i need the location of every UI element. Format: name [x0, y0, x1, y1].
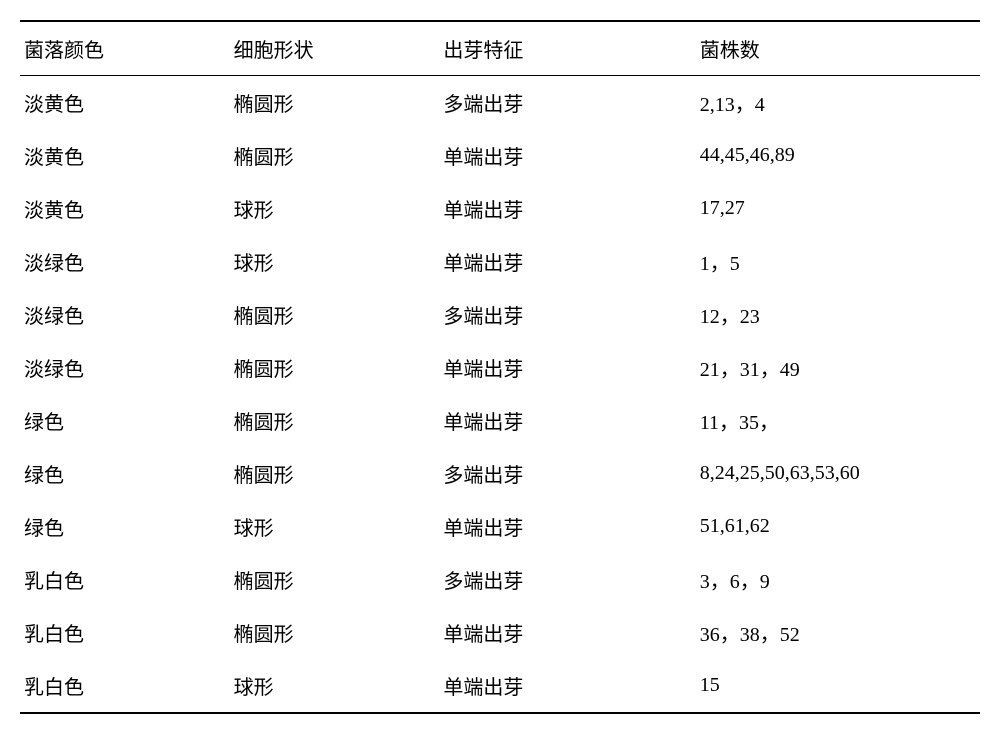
cell: 单端出芽 [439, 394, 695, 447]
cell: 8,24,25,50,63,53,60 [696, 447, 980, 500]
cell: 球形 [230, 235, 440, 288]
cell: 乳白色 [20, 659, 230, 713]
cell: 淡绿色 [20, 341, 230, 394]
cell: 单端出芽 [439, 606, 695, 659]
data-table: 菌落颜色 细胞形状 出芽特征 菌株数 淡黄色 椭圆形 多端出芽 2,13，4 淡… [20, 20, 980, 714]
cell: 多端出芽 [439, 553, 695, 606]
cell: 单端出芽 [439, 659, 695, 713]
cell: 15 [696, 659, 980, 713]
cell: 1，5 [696, 235, 980, 288]
table-row: 绿色 椭圆形 单端出芽 11，35， [20, 394, 980, 447]
cell: 绿色 [20, 394, 230, 447]
table-row: 绿色 椭圆形 多端出芽 8,24,25,50,63,53,60 [20, 447, 980, 500]
cell: 椭圆形 [230, 129, 440, 182]
cell: 椭圆形 [230, 606, 440, 659]
cell: 单端出芽 [439, 341, 695, 394]
cell: 多端出芽 [439, 76, 695, 130]
cell: 51,61,62 [696, 500, 980, 553]
cell: 淡黄色 [20, 129, 230, 182]
col-header-budding: 出芽特征 [439, 21, 695, 76]
cell: 3，6，9 [696, 553, 980, 606]
table-row: 淡黄色 椭圆形 单端出芽 44,45,46,89 [20, 129, 980, 182]
col-header-shape: 细胞形状 [230, 21, 440, 76]
table-row: 乳白色 椭圆形 多端出芽 3，6，9 [20, 553, 980, 606]
cell: 单端出芽 [439, 235, 695, 288]
cell: 球形 [230, 182, 440, 235]
table-header-row: 菌落颜色 细胞形状 出芽特征 菌株数 [20, 21, 980, 76]
cell: 36，38，52 [696, 606, 980, 659]
cell: 乳白色 [20, 553, 230, 606]
cell: 球形 [230, 659, 440, 713]
table-row: 绿色 球形 单端出芽 51,61,62 [20, 500, 980, 553]
col-header-color: 菌落颜色 [20, 21, 230, 76]
cell: 椭圆形 [230, 553, 440, 606]
table-row: 淡绿色 球形 单端出芽 1，5 [20, 235, 980, 288]
cell: 单端出芽 [439, 500, 695, 553]
cell: 椭圆形 [230, 341, 440, 394]
cell: 单端出芽 [439, 129, 695, 182]
cell: 椭圆形 [230, 447, 440, 500]
cell: 淡黄色 [20, 76, 230, 130]
cell: 椭圆形 [230, 76, 440, 130]
cell: 2,13，4 [696, 76, 980, 130]
col-header-strain: 菌株数 [696, 21, 980, 76]
table-row: 淡黄色 球形 单端出芽 17,27 [20, 182, 980, 235]
cell: 多端出芽 [439, 288, 695, 341]
cell: 椭圆形 [230, 394, 440, 447]
table-row: 淡绿色 椭圆形 单端出芽 21，31，49 [20, 341, 980, 394]
cell: 椭圆形 [230, 288, 440, 341]
table-row: 淡黄色 椭圆形 多端出芽 2,13，4 [20, 76, 980, 130]
table-body: 淡黄色 椭圆形 多端出芽 2,13，4 淡黄色 椭圆形 单端出芽 44,45,4… [20, 76, 980, 714]
cell: 44,45,46,89 [696, 129, 980, 182]
cell: 单端出芽 [439, 182, 695, 235]
cell: 绿色 [20, 500, 230, 553]
cell: 21，31，49 [696, 341, 980, 394]
cell: 17,27 [696, 182, 980, 235]
cell: 球形 [230, 500, 440, 553]
cell: 淡黄色 [20, 182, 230, 235]
table-row: 淡绿色 椭圆形 多端出芽 12，23 [20, 288, 980, 341]
cell: 淡绿色 [20, 288, 230, 341]
cell: 多端出芽 [439, 447, 695, 500]
cell: 11，35， [696, 394, 980, 447]
cell: 12，23 [696, 288, 980, 341]
cell: 淡绿色 [20, 235, 230, 288]
cell: 乳白色 [20, 606, 230, 659]
table-row: 乳白色 椭圆形 单端出芽 36，38，52 [20, 606, 980, 659]
table-row: 乳白色 球形 单端出芽 15 [20, 659, 980, 713]
cell: 绿色 [20, 447, 230, 500]
